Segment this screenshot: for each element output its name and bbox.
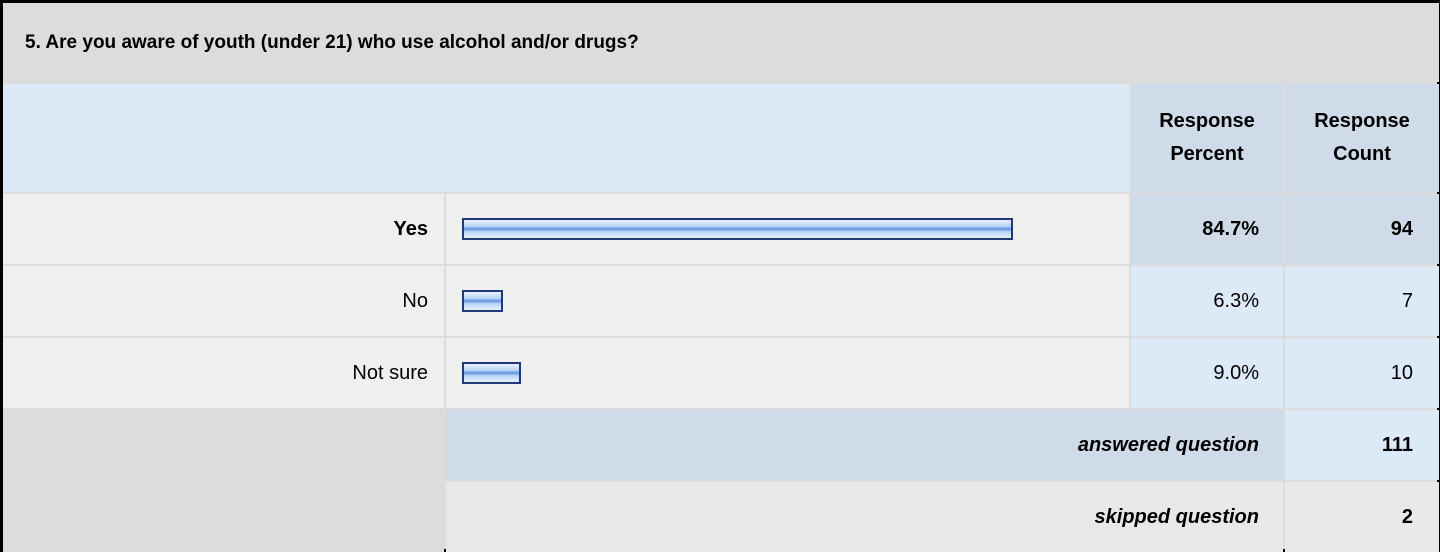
percent-bar [462, 362, 521, 384]
percent-bar [462, 218, 1013, 240]
response-percent-header: Response Percent [1131, 84, 1283, 192]
skipped-question-value: 2 [1285, 482, 1440, 552]
response-percent-value: 84.7% [1131, 194, 1283, 264]
response-count-value: 7 [1285, 266, 1440, 336]
response-percent-value: 6.3% [1131, 266, 1283, 336]
bar-cell [446, 266, 1129, 336]
response-count-value: 94 [1285, 194, 1440, 264]
option-label: Not sure [3, 338, 444, 408]
option-label: No [3, 266, 444, 336]
response-percent-header-line2: Percent [1170, 143, 1244, 165]
response-count-header: Response Count [1285, 84, 1440, 192]
table-row: Yes 84.7% 94 [3, 194, 1440, 264]
question-title: 5. Are you aware of youth (under 21) who… [3, 3, 1440, 82]
table-row: Not sure 9.0% 10 [3, 338, 1440, 408]
response-count-value: 10 [1285, 338, 1440, 408]
summary-spacer [3, 482, 444, 552]
bar-cell [446, 338, 1129, 408]
bar-cell [446, 194, 1129, 264]
table-row: No 6.3% 7 [3, 266, 1440, 336]
response-count-header-line1: Response [1314, 110, 1410, 132]
skipped-row: skipped question 2 [3, 482, 1440, 552]
summary-spacer [3, 410, 444, 480]
header-spacer [3, 84, 1129, 192]
answered-question-value: 111 [1285, 410, 1440, 480]
answered-question-label: answered question [446, 410, 1283, 480]
answered-row: answered question 111 [3, 410, 1440, 480]
response-percent-value: 9.0% [1131, 338, 1283, 408]
option-label: Yes [3, 194, 444, 264]
response-count-header-line2: Count [1333, 143, 1391, 165]
percent-bar [462, 290, 503, 312]
response-percent-header-line1: Response [1159, 110, 1255, 132]
skipped-question-label: skipped question [446, 482, 1283, 552]
